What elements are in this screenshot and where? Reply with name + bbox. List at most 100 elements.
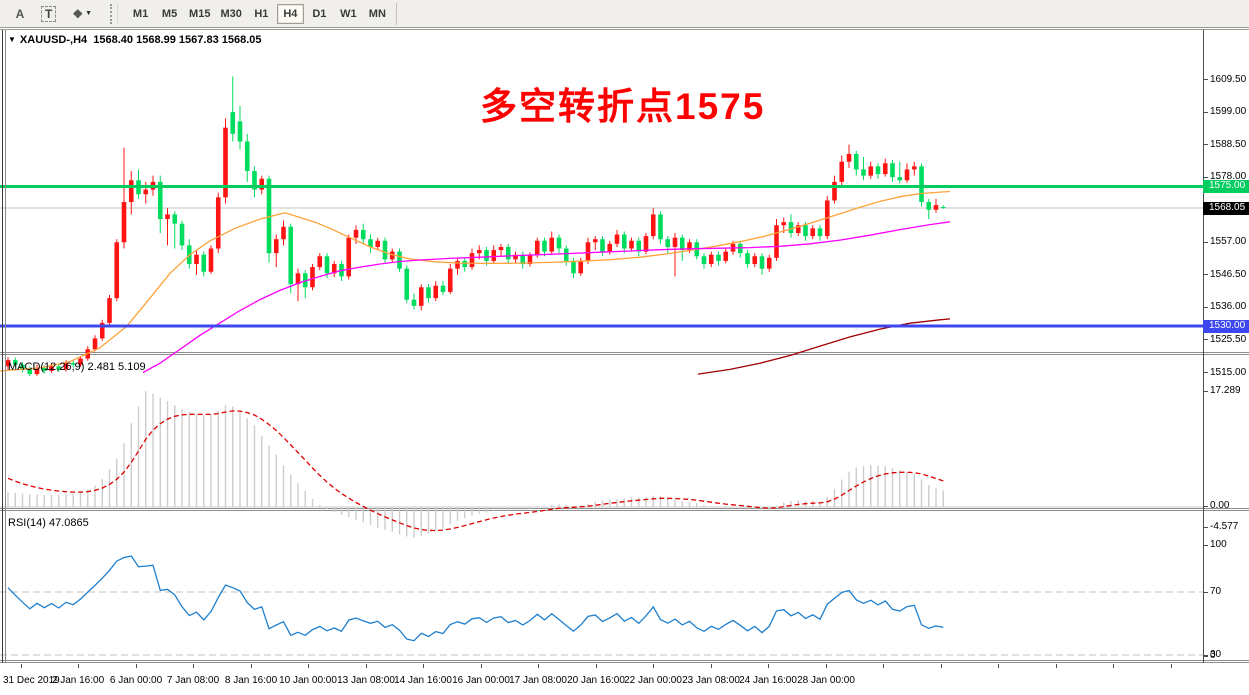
rsi-axis-label: 0: [1210, 650, 1216, 661]
price-badge-1575-00: 1575.00: [1203, 180, 1249, 193]
timeframe-button-w1[interactable]: W1: [335, 4, 362, 24]
chart-region: ▼ XAUUSD-,H4 1568.40 1568.99 1567.83 1568…: [0, 28, 1249, 695]
price-badge-1568-05: 1568.05: [1203, 201, 1249, 215]
date-axis-tick: [1056, 664, 1057, 668]
date-axis-tick: [941, 664, 942, 668]
date-axis-tick: [366, 664, 367, 668]
date-axis-label: 10 Jan 00:00: [279, 675, 337, 686]
price-badge-1530-00: 1530.00: [1203, 319, 1249, 333]
date-axis-tick: [998, 664, 999, 668]
macd-axis-label: -4.577: [1210, 521, 1239, 532]
price-axis-tick: [1203, 372, 1208, 373]
date-axis-tick: [538, 664, 539, 668]
date-axis-label: 28 Jan 00:00: [797, 675, 855, 686]
date-axis-tick: [136, 664, 137, 668]
price-axis-label: 1588.50: [1210, 138, 1247, 150]
toolbar-drag-handle[interactable]: [110, 3, 119, 24]
date-axis-tick: [1113, 664, 1114, 668]
timeframe-button-h1[interactable]: H1: [248, 4, 275, 24]
date-axis-tick: [1171, 664, 1172, 668]
rsi-axis-tick: [1203, 592, 1208, 593]
date-axis-label: 24 Jan 16:00: [739, 675, 797, 686]
price-axis-tick: [1203, 241, 1208, 243]
date-axis-label: 14 Jan 16:00: [394, 675, 452, 686]
macd-signal-line: [7, 410, 944, 532]
price-axis-label: 1557.00: [1210, 236, 1247, 248]
price-axis-label: 1546.50: [1210, 268, 1247, 280]
macd-axis-tick: [1203, 391, 1208, 393]
toolbar: A T ❖ ▼ M1 M5 M15 M30 H1 H4 D1 W1 MN: [0, 0, 1249, 28]
timeframe-button-m1[interactable]: M1: [127, 4, 154, 24]
price-axis-label: 1515.00: [1210, 366, 1247, 378]
ma-mid-magenta: [142, 221, 951, 374]
ma-fast-orange: [0, 190, 951, 372]
date-axis-label: 31 Dec 2019: [3, 675, 60, 686]
timeframe-button-h4[interactable]: H4: [276, 3, 304, 24]
price-axis-tick: [1203, 306, 1208, 308]
timeframe-button-m15[interactable]: M15: [185, 4, 214, 24]
text-label-button[interactable]: T: [34, 4, 63, 24]
text-tool-icon: T: [41, 5, 57, 22]
price-axis-tick: [1203, 144, 1208, 146]
price-axis-tick: [1203, 111, 1208, 113]
arrow-style-button[interactable]: A: [8, 4, 32, 24]
rsi-line: [7, 555, 944, 642]
date-axis-label: 23 Jan 08:00: [682, 675, 740, 686]
date-axis-tick: [883, 664, 884, 668]
toolbar-separator: [395, 2, 397, 25]
chart-ohlc-values: 1568.40 1568.99 1567.83 1568.05: [93, 34, 262, 46]
price-axis-tick: [1203, 176, 1208, 178]
rsi-axis-tick: [1203, 544, 1208, 546]
date-axis-tick: [21, 664, 22, 668]
date-axis-label: 7 Jan 08:00: [166, 675, 220, 686]
chart-canvas[interactable]: [0, 28, 1249, 695]
date-axis-tick: [826, 664, 827, 668]
date-axis-label: 13 Jan 08:00: [337, 675, 395, 686]
date-axis-label: 17 Jan 08:00: [509, 675, 567, 686]
price-axis-tick: [1203, 274, 1208, 276]
macd-indicator-label: MACD(12,26,9) 2.481 5.109: [8, 361, 146, 373]
rsi-indicator-label: RSI(14) 47.0865: [8, 517, 89, 529]
price-axis-label: 1609.50: [1210, 73, 1247, 85]
price-axis-label: 1578.00: [1210, 171, 1247, 183]
macd-axis-label: 17.289: [1210, 385, 1241, 397]
timeframe-button-m30[interactable]: M30: [216, 4, 245, 24]
date-axis-tick: [423, 664, 424, 668]
date-axis-tick: [653, 664, 654, 668]
price-axis-separator[interactable]: [1203, 30, 1204, 663]
object-list-button[interactable]: ❖ ▼: [65, 4, 99, 24]
price-axis-tick: [1203, 339, 1208, 341]
rsi-axis-tick: [1203, 656, 1208, 657]
price-axis-label: 1536.00: [1210, 301, 1247, 313]
chart-left-edge-inner: [5, 30, 6, 663]
date-axis-tick: [596, 664, 597, 668]
chart-left-edge: [2, 30, 3, 663]
rsi-axis-label: 70: [1210, 586, 1222, 597]
chart-symbol-period: XAUUSD-,H4: [19, 34, 88, 46]
rsi-axis-label: 30: [1210, 649, 1222, 660]
objects-icon: ❖: [72, 6, 84, 21]
ma-slow-darkred: [697, 318, 951, 375]
chart-annotation-text[interactable]: 多空转折点1575: [480, 86, 766, 127]
price-axis-tick: [1203, 79, 1208, 81]
date-axis-tick: [193, 664, 194, 668]
date-axis-label: 2 Jan 16:00: [51, 675, 105, 686]
date-axis-label: 6 Jan 00:00: [109, 675, 163, 686]
timeframe-button-d1[interactable]: D1: [306, 4, 333, 24]
symbol-dropdown-icon[interactable]: ▼: [8, 35, 16, 44]
macd-histogram: [7, 391, 944, 538]
timeframe-button-m5[interactable]: M5: [156, 4, 183, 24]
date-axis-tick: [768, 664, 769, 668]
chart-title: ▼ XAUUSD-,H4 1568.40 1568.99 1567.83 1568…: [8, 34, 262, 46]
candlestick-series: [5, 76, 946, 377]
macd-axis-tick: [1203, 527, 1208, 528]
date-axis-tick: [481, 664, 482, 668]
rsi-axis-tick: [1203, 655, 1208, 656]
price-axis-label: 1525.50: [1210, 333, 1247, 345]
timeframe-button-mn[interactable]: MN: [364, 4, 391, 24]
macd-axis-tick: [1203, 506, 1208, 507]
price-axis-label: 1599.00: [1210, 106, 1247, 118]
rsi-axis-label: 100: [1210, 538, 1227, 550]
date-axis-label: 20 Jan 16:00: [567, 675, 625, 686]
